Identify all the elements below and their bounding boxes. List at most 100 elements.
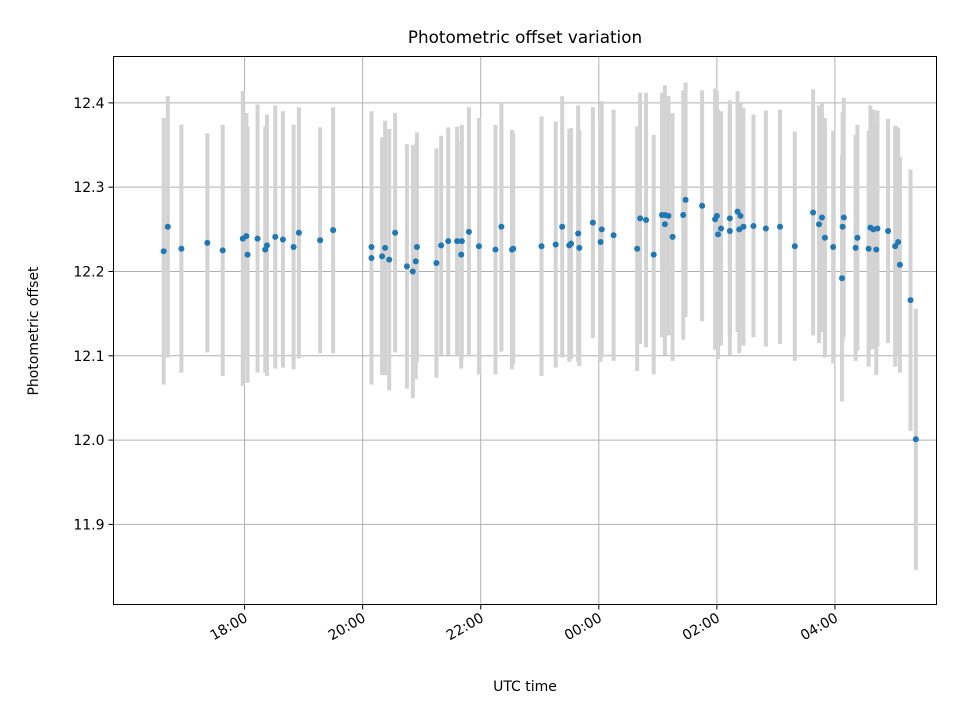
y-tick-label: 12.3 [73,180,104,196]
data-point [330,227,337,234]
data-point [912,436,919,443]
data-point [643,217,650,224]
data-point [279,236,286,243]
y-axis: 11.9 12.0 12.1 12.2 12.3 12.4 [73,96,114,533]
data-point [317,237,324,244]
data-point [510,245,517,252]
data-point [368,244,375,251]
data-point [839,275,846,282]
data-point [475,243,482,250]
data-point [598,226,605,233]
data-point [665,212,672,219]
data-point [634,245,641,252]
data-point [713,212,720,219]
data-point [650,251,657,258]
y-tick-label: 12.2 [73,264,104,280]
data-point [661,221,668,228]
data-point [204,239,211,246]
x-axis-label: UTC time [493,679,557,695]
data-point [219,247,226,254]
data-point [821,234,828,241]
data-point [438,242,445,249]
data-point [589,219,596,226]
data-point [409,268,416,275]
data-point [465,228,472,235]
data-point [726,215,733,222]
data-point [392,229,399,236]
data-point [559,223,566,230]
y-tick-label: 12.0 [73,433,104,449]
y-axis-label: Photometric offset [26,266,42,396]
data-point [164,223,171,230]
y-tick-label: 12.1 [73,349,104,365]
data-point [295,229,302,236]
data-point [750,222,757,229]
data-point [243,233,250,240]
y-tick-label: 11.9 [73,517,104,533]
data-point [637,215,644,222]
data-point [896,261,903,268]
data-point [873,246,880,253]
data-point [810,209,817,216]
data-point [403,263,410,270]
data-point [386,256,393,263]
data-point [412,258,419,265]
data-point [762,225,769,232]
chart-title: Photometric offset variation [408,27,642,47]
data-point [854,234,861,241]
data-point [290,244,297,251]
data-point [445,238,452,245]
data-point [575,230,582,237]
data-point [791,243,798,250]
data-point [830,244,837,251]
data-point [576,244,583,251]
data-point [433,260,440,267]
data-point [734,208,741,215]
data-point [458,251,465,258]
data-point [874,225,881,232]
data-point [244,251,251,258]
data-point [178,245,185,252]
data-point [715,231,722,238]
data-point [726,228,733,235]
y-tick-label: 12.4 [73,96,104,112]
data-point [382,244,389,251]
data-point [413,244,420,251]
data-point [498,223,505,230]
plot-frame [113,56,937,605]
data-point [777,223,784,230]
data-point [740,223,747,230]
data-point [840,214,847,221]
data-point [737,212,744,219]
data-point [907,297,914,304]
data-point [892,243,899,250]
data-point [160,248,167,255]
data-point [680,211,687,218]
data-point [816,221,823,228]
data-point [865,245,872,252]
data-point [818,214,825,221]
data-point [264,242,271,249]
data-points [160,196,919,443]
data-point [682,196,689,203]
data-point [610,232,617,239]
data-point [552,241,559,248]
data-point [669,233,676,240]
data-point [272,233,279,240]
data-point [568,240,575,247]
data-point [454,238,461,245]
data-point [597,238,604,245]
data-point [699,202,706,209]
data-point [839,223,846,230]
data-point [885,228,892,235]
data-point [538,243,545,250]
data-point [379,253,386,260]
data-point [492,246,499,253]
data-point [254,235,261,242]
data-point [368,254,375,261]
data-point [458,238,465,245]
data-point [718,225,725,232]
data-point [852,244,859,251]
data-point [895,238,902,245]
